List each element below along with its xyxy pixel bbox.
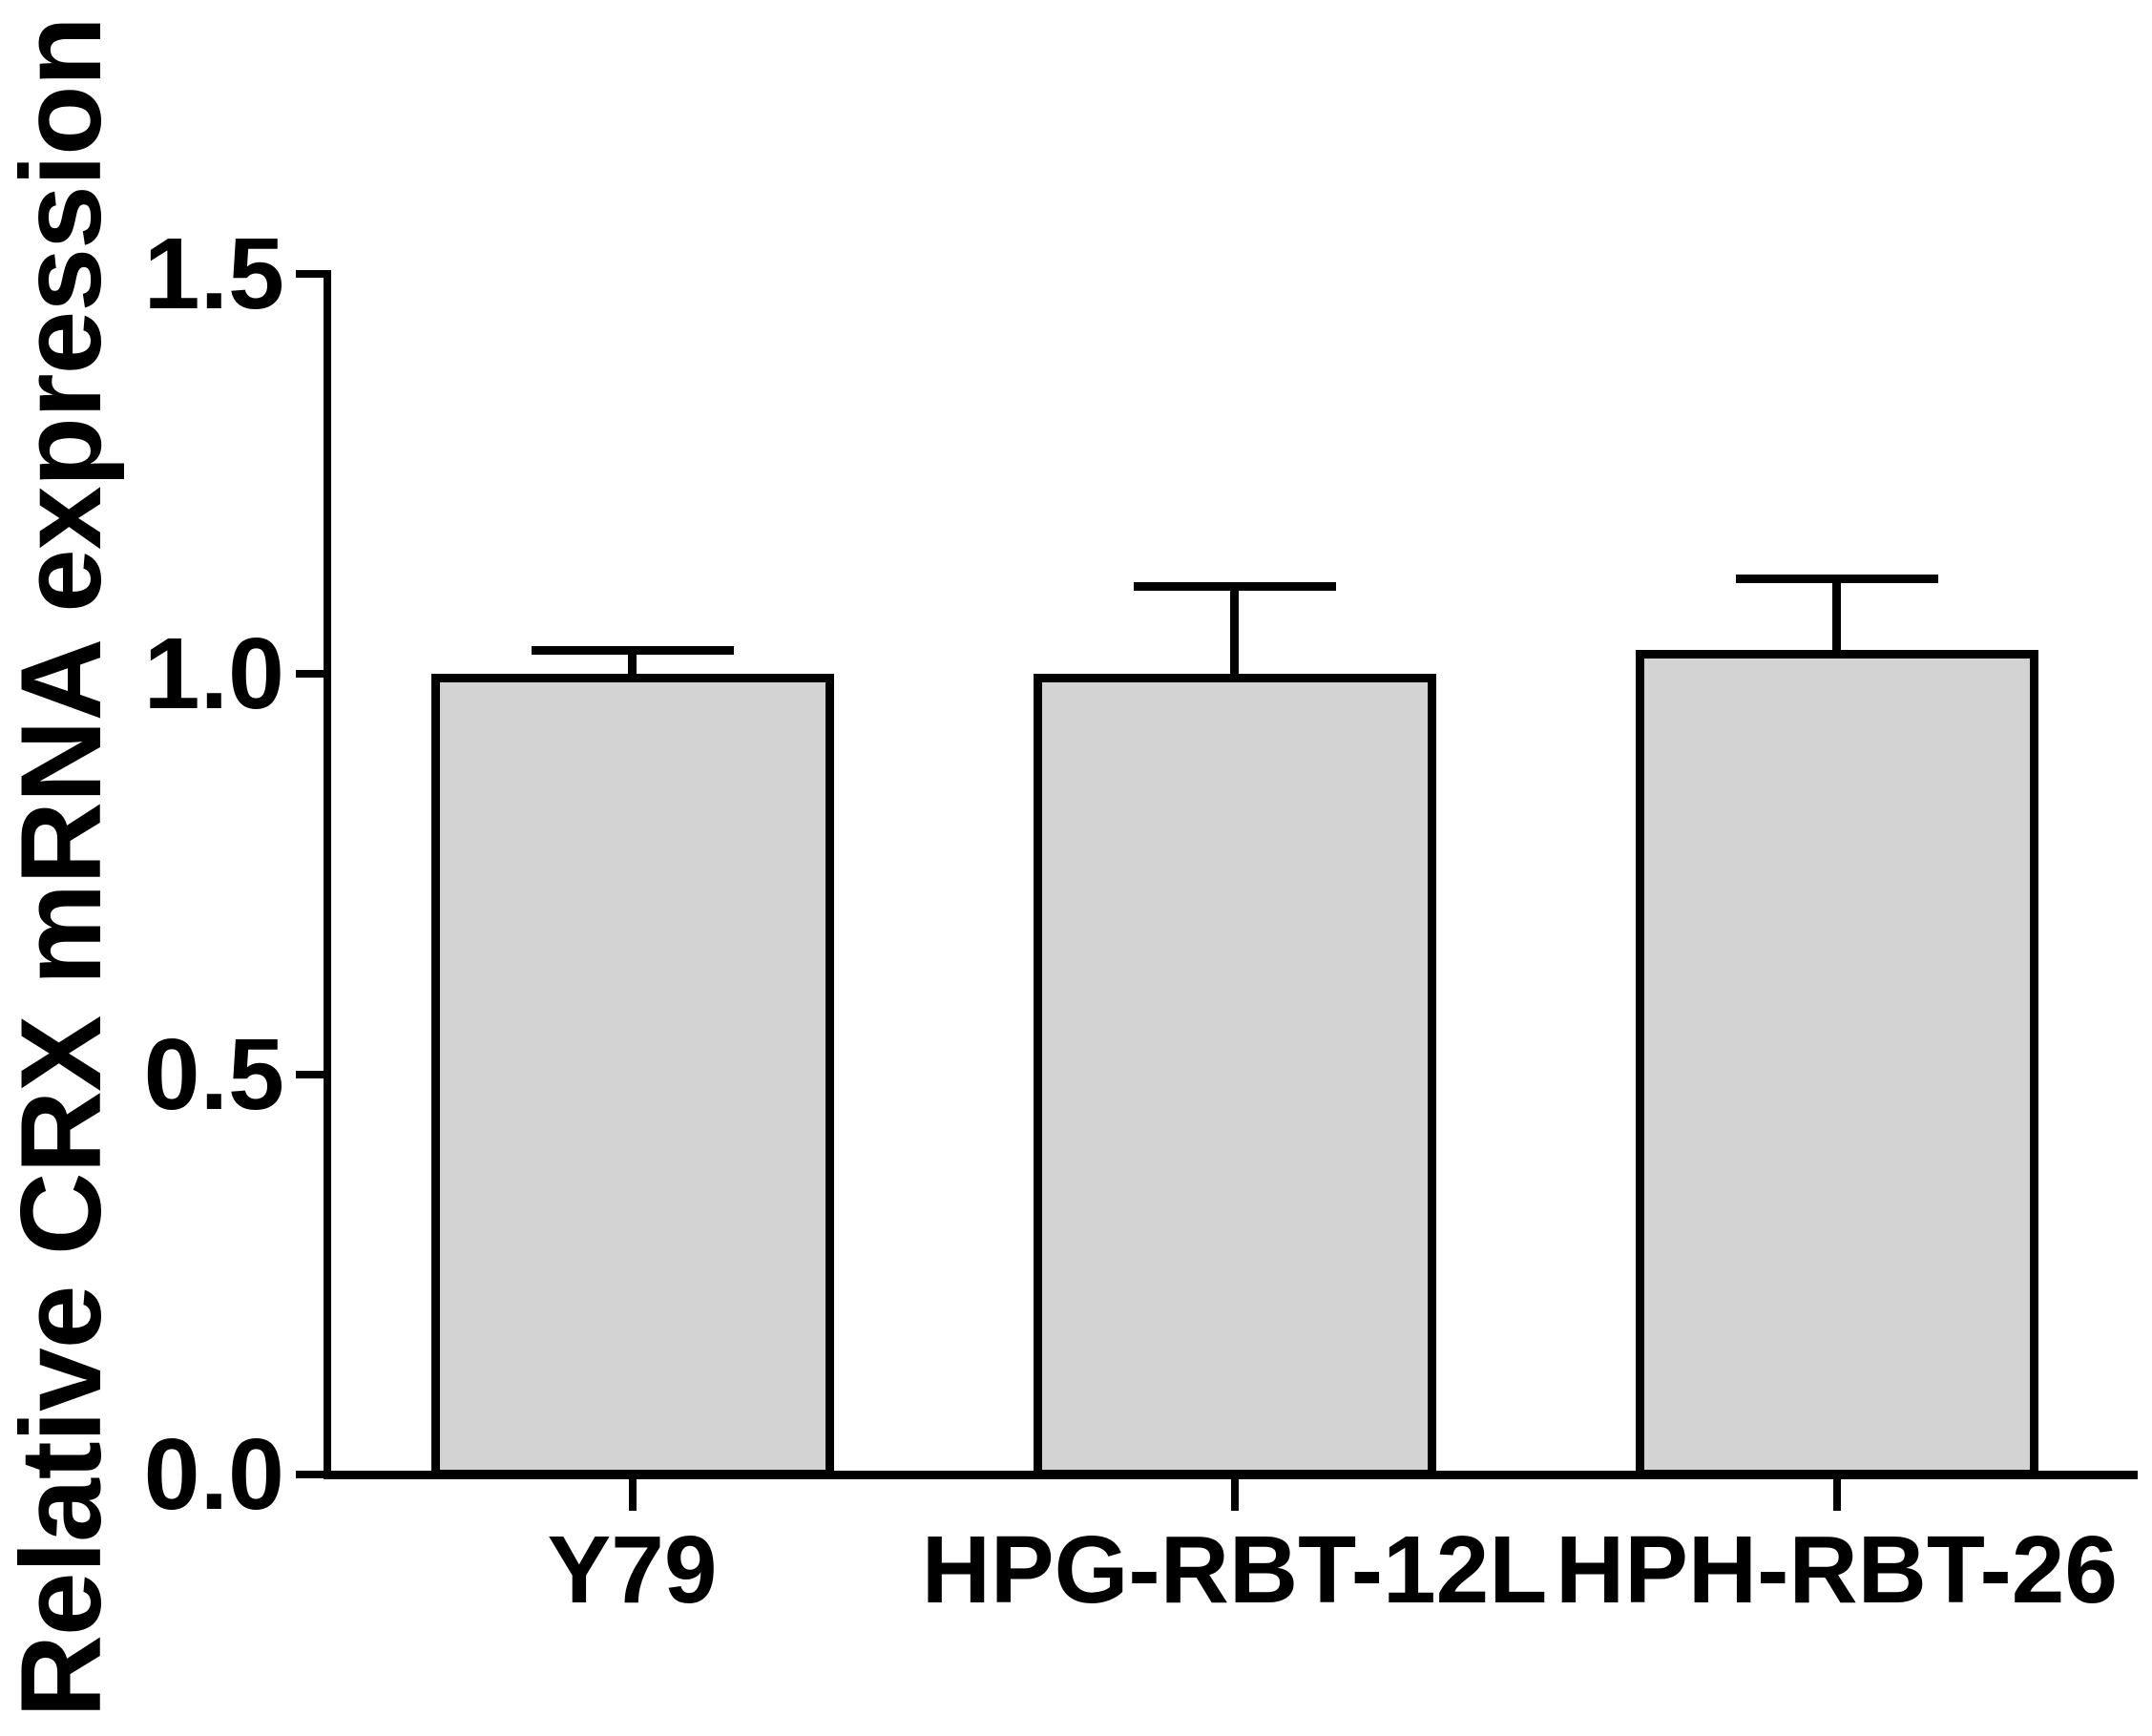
error-bar-cap xyxy=(1133,582,1336,592)
bar-HPG-RBT-12L xyxy=(1033,674,1436,1478)
x-tick-mark xyxy=(1832,1479,1841,1511)
error-bar-line xyxy=(1832,577,1841,651)
x-axis-label-HPG-RBT-12L: HPG-RBT-12L xyxy=(921,1516,1548,1623)
y-tick-label: 1.5 xyxy=(143,218,284,330)
x-axis-label-Y79: Y79 xyxy=(547,1516,718,1623)
y-tick-mark xyxy=(296,670,331,679)
x-axis-label-HPH-RBT-26: HPH-RBT-26 xyxy=(1556,1516,2118,1623)
error-bar-line xyxy=(628,650,637,675)
y-tick-label: 0.5 xyxy=(143,1017,284,1131)
y-axis-line xyxy=(324,270,331,1478)
bar-Y79 xyxy=(430,674,834,1478)
y-tick-label: 0.0 xyxy=(143,1418,284,1531)
error-bar-cap xyxy=(531,646,734,656)
bar-HPH-RBT-26 xyxy=(1635,650,2038,1478)
y-tick-mark xyxy=(296,1070,331,1078)
error-bar-cap xyxy=(1735,574,1938,583)
y-tick-mark xyxy=(296,270,331,278)
error-bar-line xyxy=(1230,586,1239,675)
y-tick-mark xyxy=(296,1471,331,1478)
x-tick-mark xyxy=(1230,1479,1239,1511)
x-tick-mark xyxy=(628,1479,637,1511)
y-tick-label: 1.0 xyxy=(143,617,284,731)
